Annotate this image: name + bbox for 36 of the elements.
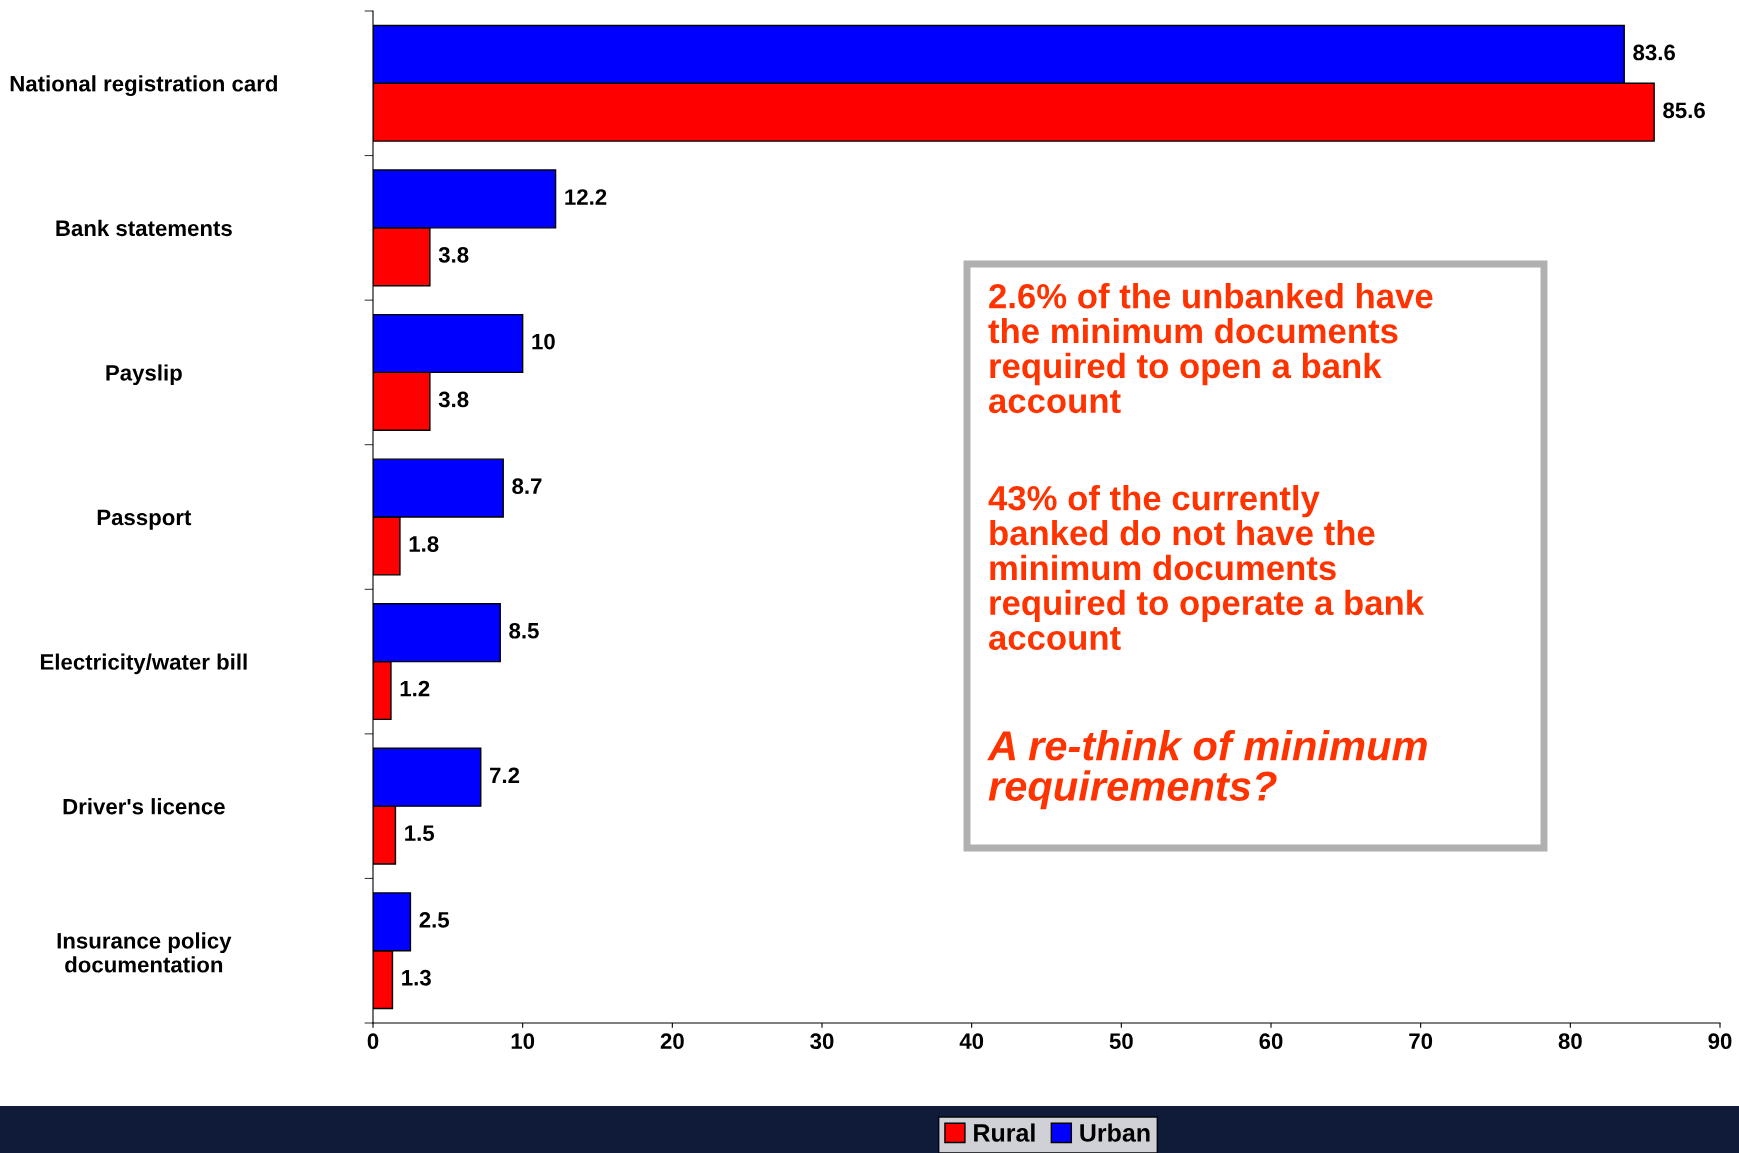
data-label: 8.7: [512, 478, 542, 495]
x-tick-label: 40: [959, 1033, 984, 1050]
y-tick-label: Passport: [97, 509, 192, 530]
y-tick-label: Driver's licence: [63, 798, 225, 815]
data-label: 83.6: [1633, 44, 1675, 61]
data-label: 10: [532, 333, 555, 350]
data-label: 7.2: [490, 767, 520, 783]
y-tick-label: Insurance policy documentation: [57, 932, 232, 973]
x-tick-label: 80: [1558, 1033, 1582, 1050]
data-label: 1.3: [402, 969, 431, 986]
y-tick-label: Payslip: [106, 364, 182, 386]
x-tick-label: 10: [511, 1033, 535, 1050]
y-tick-label: Bank statements: [56, 219, 232, 237]
x-tick-label: 30: [810, 1033, 834, 1050]
y-tick-label: National registration card: [10, 75, 277, 97]
legend-label: Urban: [1080, 1123, 1150, 1142]
x-tick-label: 0: [367, 1033, 379, 1050]
data-label: 3.8: [438, 247, 469, 263]
data-label: 3.8: [438, 391, 469, 408]
annotation: 2.6% of the unbanked have the minimum documents required to open a bank account: [988, 283, 1433, 414]
x-tick-label: 70: [1409, 1033, 1433, 1050]
data-label: 1.5: [405, 825, 435, 842]
data-label: 2.5: [419, 912, 450, 928]
x-tick-label: 20: [660, 1033, 684, 1050]
y-tick-label: Electricity/water bill: [40, 653, 247, 675]
data-label: 12.2: [565, 189, 607, 205]
x-tick-label: 90: [1708, 1033, 1732, 1050]
data-label: 8.5: [509, 622, 539, 639]
annotation: A re-think of minimum requirements?: [987, 730, 1427, 810]
data-label: 1.2: [400, 680, 430, 697]
annotation: 43% of the currently banked do not have the minimum documents required to operate a bank account: [988, 485, 1425, 651]
x-tick-label: 60: [1259, 1033, 1283, 1050]
x-tick-label: 50: [1109, 1033, 1133, 1050]
data-label: 1.8: [409, 536, 439, 552]
legend-label: Rural: [974, 1123, 1035, 1142]
data-label: 85.6: [1663, 102, 1705, 119]
